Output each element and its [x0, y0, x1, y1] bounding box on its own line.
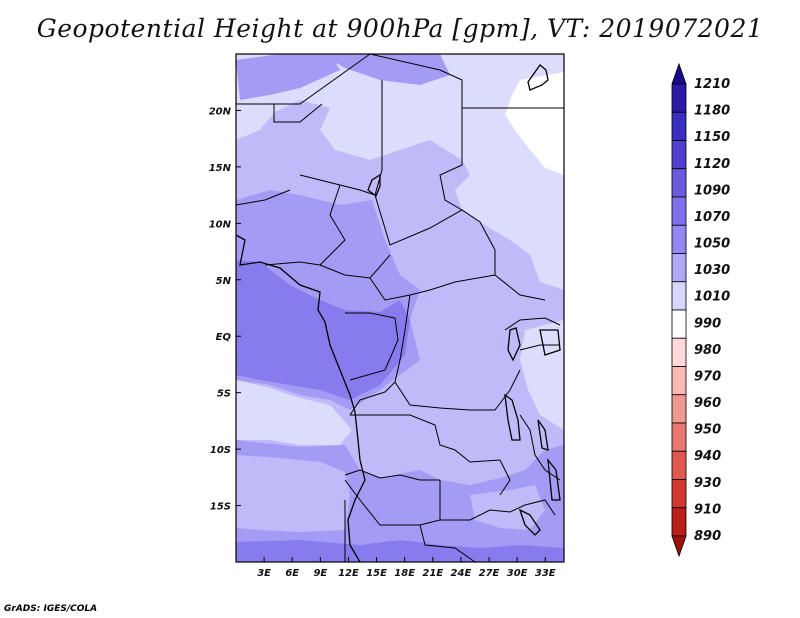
y-tick-label-5N: 5N: [216, 276, 232, 287]
y-tick-label-EQ: EQ: [216, 332, 232, 343]
x-tick-label-3E: 3E: [257, 568, 271, 579]
colorbar-label-1010: 1010: [694, 290, 730, 305]
coastlines: [235, 64, 561, 563]
colorbar-label-990: 990: [694, 316, 721, 331]
y-axis: 20N 15N 10N 5N EQ 5S 10S 15S: [209, 106, 241, 513]
x-axis: 3E 6E 9E 12E 15E 18E 21E 24E 27E 30E 33E: [257, 557, 556, 579]
x-tick-label-15E: 15E: [366, 568, 387, 579]
colorbar-swatch-2: [671, 111, 687, 141]
country-borders: [235, 53, 564, 563]
region-1030-se: [470, 485, 545, 530]
colorbar-label-980: 980: [694, 343, 721, 358]
footer-credit: GrADS: IGES/COLA: [4, 604, 98, 614]
colorbar-label-1210: 1210: [694, 77, 730, 92]
colorbar-swatch-0: [671, 62, 687, 85]
colorbar-swatch-5: [671, 196, 687, 226]
x-tick-label-9E: 9E: [313, 568, 327, 579]
colorbar-swatch-3: [671, 140, 687, 170]
colorbar-swatch-4: [671, 168, 687, 198]
colorbar-label-940: 940: [694, 449, 721, 464]
colorbar-swatch-8: [671, 281, 687, 311]
colorbar-swatch-7: [671, 253, 687, 283]
colorbar-swatch-1: [671, 83, 687, 113]
region-1070-s1: [236, 540, 564, 562]
colorbar-label-1070: 1070: [694, 210, 730, 225]
colorbar-swatch-9: [671, 309, 687, 339]
region-1030-nw: [236, 100, 375, 210]
colorbar-swatch-17: [671, 535, 687, 558]
region-1050-n-upper: [236, 54, 340, 100]
region-1010-west: [236, 380, 352, 445]
colorbar-legend: 1210 1180 1150 1120 1090 1070 1050 1030 1010 990 9…: [671, 62, 730, 558]
y-tick-label-10S: 10S: [210, 445, 231, 456]
y-tick-label-15S: 15S: [210, 502, 231, 513]
x-tick-label-18E: 18E: [394, 568, 415, 579]
x-tick-label-12E: 12E: [338, 568, 359, 579]
colorbar-label-960: 960: [694, 396, 721, 411]
colorbar-label-1030: 1030: [694, 263, 730, 278]
colorbar-label-970: 970: [694, 369, 721, 384]
colorbar-label-1120: 1120: [694, 157, 730, 172]
colorbar-label-1050: 1050: [694, 237, 730, 252]
colorbar-swatch-16: [671, 507, 687, 537]
x-tick-label-33E: 33E: [535, 568, 556, 579]
y-tick-label-20N: 20N: [209, 106, 232, 117]
colorbar-swatch-12: [671, 394, 687, 424]
x-tick-label-21E: 21E: [422, 568, 443, 579]
x-tick-label-6E: 6E: [285, 568, 299, 579]
region-1050-nc: [320, 54, 450, 85]
y-tick-label-15N: 15N: [209, 163, 232, 174]
colorbar-label-1150: 1150: [694, 130, 730, 145]
colorbar-swatch-15: [671, 479, 687, 509]
x-tick-label-30E: 30E: [507, 568, 528, 579]
y-tick-label-5S: 5S: [217, 389, 231, 400]
colorbar-swatch-10: [671, 337, 687, 367]
y-tick-label-10N: 10N: [209, 219, 232, 230]
colorbar-label-1090: 1090: [694, 183, 730, 198]
colorbar-swatch-13: [671, 422, 687, 452]
x-tick-label-27E: 27E: [479, 568, 500, 579]
colorbar-swatch-11: [671, 366, 687, 396]
colorbar-swatch-6: [671, 224, 687, 254]
region-white-ne: [505, 72, 564, 175]
map-frame: [235, 53, 565, 563]
colorbar-label-930: 930: [694, 476, 721, 491]
colorbar-swatch-14: [671, 450, 687, 480]
map-area: [235, 53, 565, 563]
region-1030-sw: [236, 455, 350, 532]
colorbar-label-890: 890: [694, 529, 721, 544]
colorbar-label-950: 950: [694, 423, 721, 438]
colorbar-label-910: 910: [694, 502, 721, 517]
region-1070-coast: [236, 260, 410, 400]
colorbar-label-1180: 1180: [694, 104, 730, 119]
x-tick-label-24E: 24E: [451, 568, 472, 579]
chart-title: Geopotential Height at 900hPa [gpm], VT:…: [36, 14, 764, 43]
region-1010-north: [236, 54, 564, 290]
